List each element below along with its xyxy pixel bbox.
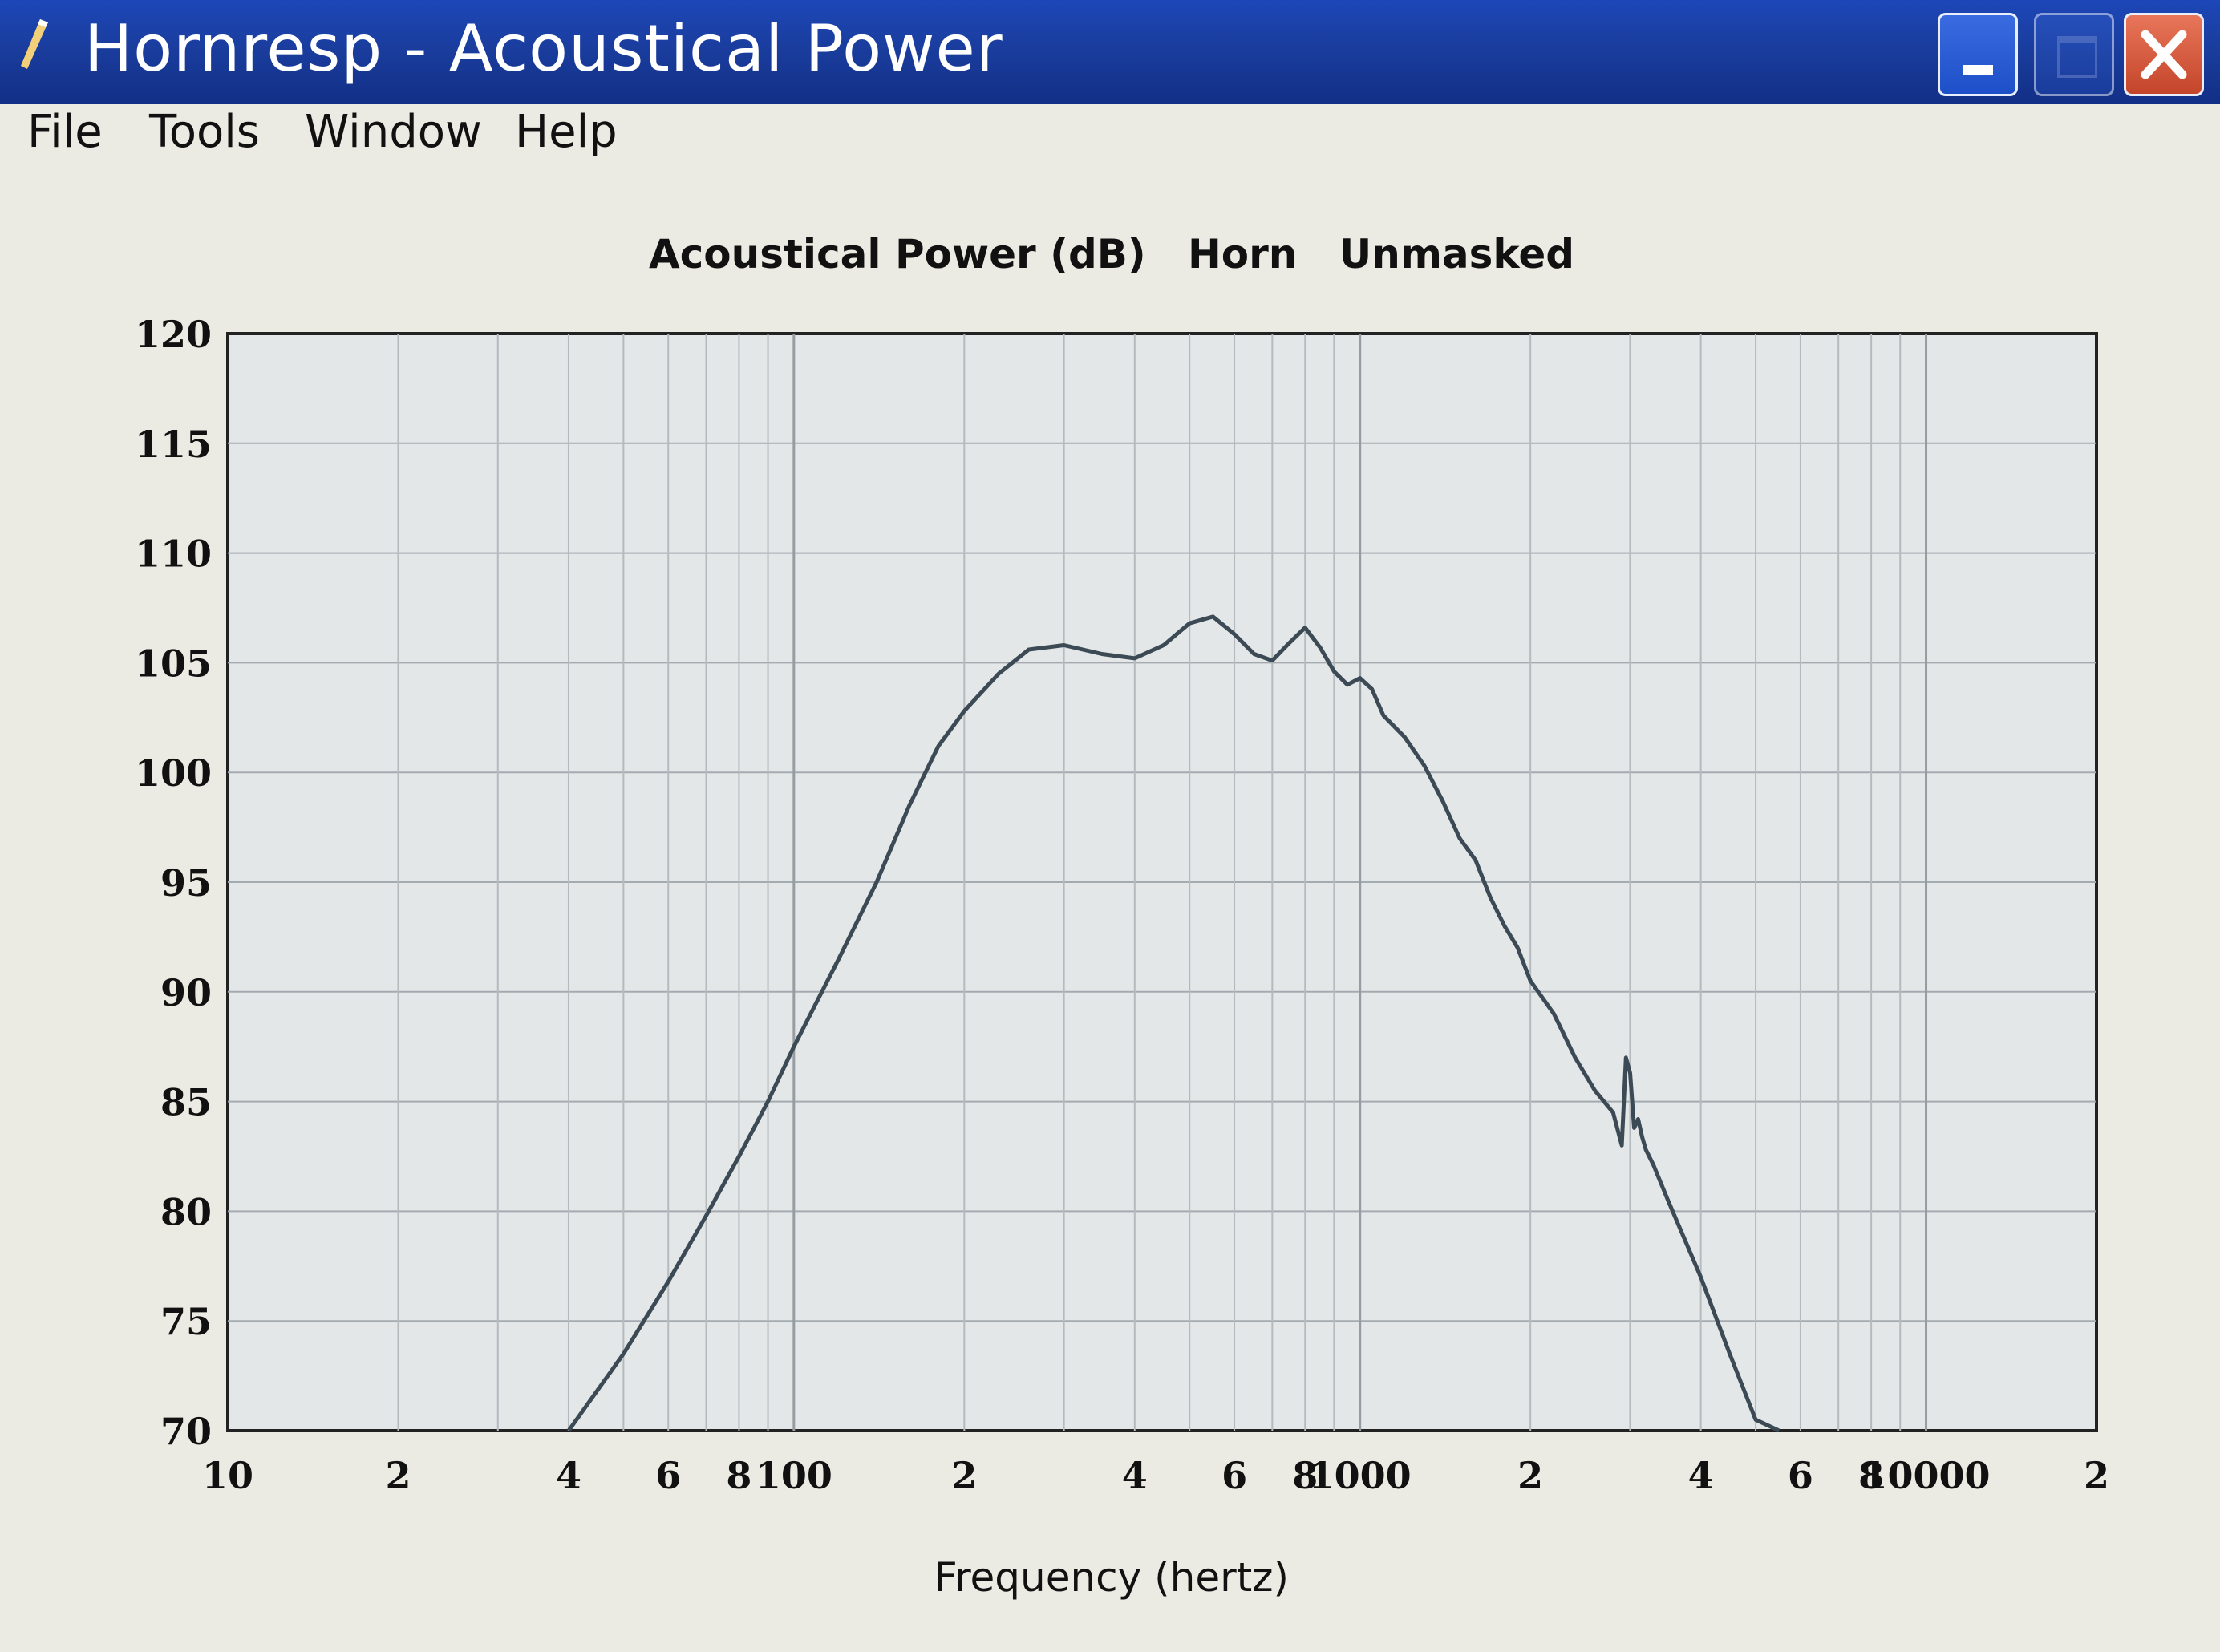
x-tick-label: 2 (2084, 1454, 2109, 1497)
y-tick-label: 100 (135, 751, 212, 795)
y-tick-label: 80 (160, 1190, 212, 1233)
chart-area: Acoustical Power (dB) Horn Unmasked 120 1… (11, 168, 2209, 1652)
x-tick-label: 2 (951, 1454, 977, 1497)
close-icon (2141, 30, 2187, 79)
close-button[interactable] (2124, 13, 2204, 96)
x-tick-label: 10000 (1861, 1454, 1990, 1497)
menu-tools[interactable]: Tools (149, 106, 260, 158)
grid-lines (228, 334, 2096, 1431)
chart-title: Acoustical Power (dB) Horn Unmasked (649, 231, 1574, 277)
x-tick-label: 8 (726, 1454, 751, 1497)
x-tick-label: 10 (202, 1454, 253, 1497)
x-tick-label: 4 (1688, 1454, 1714, 1497)
x-tick-label: 4 (1122, 1454, 1148, 1497)
x-tick-label: 8 (1858, 1454, 1884, 1497)
x-tick-label: 8 (1292, 1454, 1318, 1497)
y-tick-label: 75 (160, 1300, 212, 1343)
x-tick-label: 6 (655, 1454, 681, 1497)
menu-window[interactable]: Window (305, 106, 482, 158)
acoustical-power-chart: Acoustical Power (dB) Horn Unmasked 1201… (135, 231, 2109, 1601)
y-tick-label: 115 (135, 423, 212, 466)
title-bar: Hornresp - Acoustical Power (0, 0, 2220, 104)
minimize-button[interactable] (1938, 13, 2018, 96)
x-tick-label: 4 (556, 1454, 581, 1497)
x-tick-label: 100 (756, 1454, 832, 1497)
y-tick-label: 70 (160, 1410, 212, 1453)
menu-file[interactable]: File (27, 106, 103, 158)
y-tick-label: 95 (160, 861, 212, 905)
maximize-button (2034, 13, 2114, 96)
x-axis-label: Frequency (hertz) (934, 1554, 1289, 1601)
x-tick-label: 2 (385, 1454, 411, 1497)
power-response-curve (566, 614, 1780, 1433)
x-tick-label: 6 (1221, 1454, 1247, 1497)
y-tick-label: 90 (160, 971, 212, 1014)
y-tick-label: 105 (135, 642, 212, 685)
y-axis-ticks: 120 115 110 105 100 95 90 85 80 75 70 (135, 313, 212, 1453)
y-tick-label: 85 (160, 1081, 212, 1124)
window-title: Hornresp - Acoustical Power (84, 11, 1003, 86)
x-tick-label: 6 (1788, 1454, 1813, 1497)
hornresp-app-icon (21, 19, 48, 69)
y-tick-label: 110 (135, 532, 212, 576)
menu-bar: File Tools Window Help (11, 104, 2209, 168)
menu-help[interactable]: Help (515, 106, 618, 158)
x-tick-label: 1000 (1309, 1454, 1412, 1497)
y-tick-label: 120 (135, 313, 212, 356)
x-tick-label: 2 (1517, 1454, 1543, 1497)
